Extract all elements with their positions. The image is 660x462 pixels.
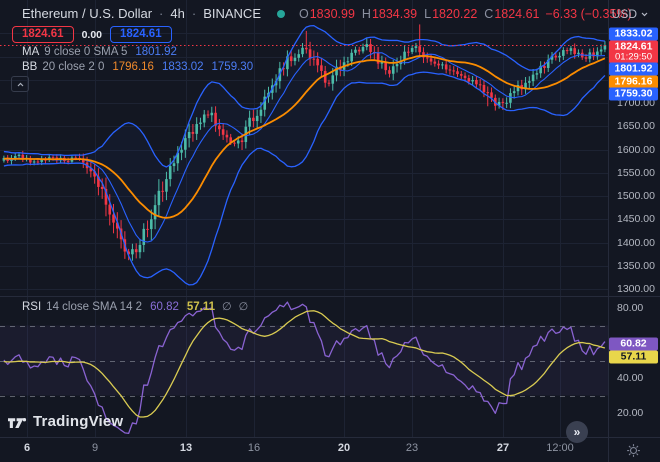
price-tick-label: 1600.00 bbox=[617, 143, 655, 156]
price-change: −6.33 (−0.35%) bbox=[545, 6, 632, 21]
rsi-indicator-name: RSI bbox=[22, 300, 42, 313]
ma-indicator-params: 9 close 0 SMA 5 bbox=[44, 46, 128, 58]
chart-header: Ethereum / U.S. Dollar · 4h · BINANCE O1… bbox=[22, 6, 632, 21]
interval-label[interactable]: 4h bbox=[170, 6, 185, 21]
time-axis[interactable]: 6 9 13 16 20 23 27 12:00 bbox=[0, 438, 608, 462]
symbol-title[interactable]: Ethereum / U.S. Dollar bbox=[22, 6, 153, 21]
empty-set-icon: ∅ bbox=[238, 301, 249, 313]
title-separator: · bbox=[191, 6, 197, 21]
rsi-tick-label: 20.00 bbox=[617, 407, 644, 419]
bb-basis-value: 1796.16 bbox=[112, 61, 154, 73]
empty-set-icon: ∅ bbox=[222, 301, 232, 313]
price-tick-label: 1350.00 bbox=[617, 259, 655, 272]
time-tick-label: 9 bbox=[91, 442, 99, 454]
time-tick-label: 16 bbox=[247, 442, 261, 454]
sell-button[interactable]: 1824.61 bbox=[12, 26, 74, 43]
rsi-sma-value: 57.11 bbox=[186, 300, 216, 313]
buy-button[interactable]: 1824.61 bbox=[110, 26, 172, 43]
ma-indicator-row[interactable]: MA 9 close 0 SMA 5 1801.92 bbox=[22, 46, 177, 58]
time-tick-label: 13 bbox=[179, 442, 193, 454]
ma-indicator-name: MA bbox=[22, 46, 40, 58]
time-tick-label: 23 bbox=[405, 442, 419, 454]
time-tick-label: 20 bbox=[337, 442, 351, 454]
time-tick-label: 27 bbox=[496, 442, 510, 454]
price-tick-label: 1550.00 bbox=[617, 166, 655, 179]
trade-panel: 1824.61 0.00 1824.61 bbox=[12, 26, 172, 43]
bb-lower-value: 1759.30 bbox=[211, 61, 254, 73]
collapse-legend-button[interactable] bbox=[11, 76, 29, 92]
bb-indicator-name: BB bbox=[22, 61, 38, 73]
time-tick-label: 12:00 bbox=[546, 442, 574, 454]
chevron-up-icon bbox=[17, 82, 23, 86]
price-badge: 1801.92 bbox=[609, 62, 658, 75]
gear-icon[interactable] bbox=[626, 443, 641, 458]
rsi-badge: 57.11 bbox=[609, 350, 658, 364]
rsi-value: 60.82 bbox=[150, 300, 179, 313]
price-tick-label: 1450.00 bbox=[617, 213, 655, 226]
bb-upper-value: 1833.02 bbox=[161, 61, 204, 73]
price-tick-label: 1700.00 bbox=[617, 97, 655, 109]
spread-value: 0.00 bbox=[81, 28, 103, 41]
currency-dropdown[interactable]: USD bbox=[612, 7, 648, 21]
price-badge: 1833.02 bbox=[609, 27, 658, 41]
ma-indicator-value: 1801.92 bbox=[135, 46, 177, 58]
rsi-badge: 60.82 bbox=[609, 337, 658, 351]
rsi-indicator-row[interactable]: RSI 14 close SMA 14 2 60.82 57.11 ∅ ∅ bbox=[22, 300, 249, 314]
rsi-tick-label: 40.00 bbox=[617, 372, 644, 384]
title-separator: · bbox=[159, 6, 164, 21]
price-badge: 1796.16 bbox=[609, 75, 658, 88]
double-chevron-right-icon: » bbox=[573, 425, 581, 439]
rsi-tick-label: 80.00 bbox=[617, 302, 644, 314]
price-tick-label: 1300.00 bbox=[617, 283, 655, 295]
exchange-label[interactable]: BINANCE bbox=[203, 6, 261, 21]
ohlc-readout: O1830.99 H1834.39 L1820.22 C1824.61 bbox=[299, 6, 540, 21]
price-axis[interactable]: 1700.00 1650.00 1600.00 1550.00 1500.00 1450.… bbox=[608, 0, 660, 462]
price-badge: 1759.30 bbox=[609, 87, 658, 100]
bb-indicator-params: 20 close 2 0 bbox=[42, 61, 105, 73]
tradingview-logo-text: TradingView bbox=[33, 413, 124, 430]
market-status-icon[interactable] bbox=[277, 9, 285, 18]
price-tick-label: 1500.00 bbox=[617, 190, 655, 202]
chevron-down-icon bbox=[641, 12, 648, 16]
price-badge: 1824.61 01:29:50 bbox=[609, 40, 658, 63]
tradingview-logo-icon bbox=[8, 417, 27, 428]
rsi-indicator-params: 14 close SMA 14 2 bbox=[46, 300, 143, 313]
price-tick-label: 1400.00 bbox=[617, 236, 655, 249]
bb-indicator-row[interactable]: BB 20 close 2 0 1796.16 1833.02 1759.30 bbox=[22, 61, 253, 73]
scroll-right-button[interactable]: » bbox=[566, 421, 588, 443]
tradingview-logo[interactable]: TradingView bbox=[8, 413, 123, 430]
time-tick-label: 6 bbox=[23, 442, 31, 454]
price-tick-label: 1650.00 bbox=[617, 120, 655, 133]
